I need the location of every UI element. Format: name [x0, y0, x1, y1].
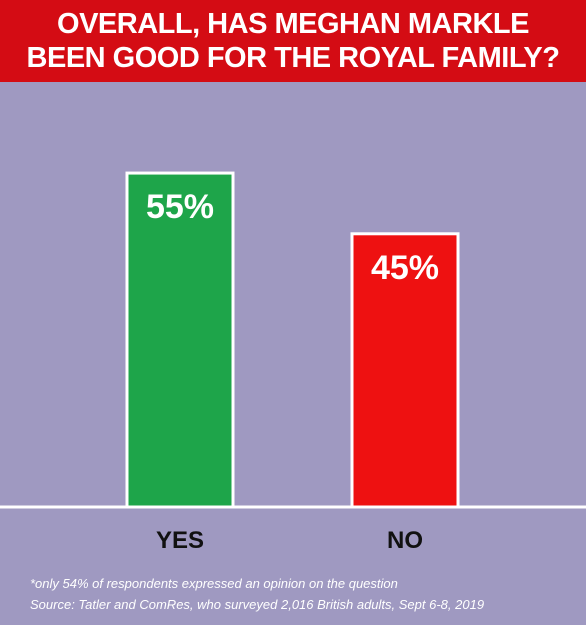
category-label-no: NO — [387, 527, 423, 554]
bar-yes — [125, 171, 235, 509]
value-label-yes: 55% — [146, 188, 214, 226]
bar-no — [350, 232, 460, 509]
chart-title-line-1: OVERALL, HAS MEGHAN MARKLE — [57, 8, 529, 40]
chart-title-line-2: BEEN GOOD FOR THE ROYAL FAMILY? — [26, 42, 560, 74]
source-note: Source: Tatler and ComRes, who surveyed … — [30, 597, 485, 612]
category-label-yes: YES — [156, 527, 204, 554]
bar-chart: 55% YES 45% NO — [0, 171, 586, 554]
value-label-no: 45% — [371, 249, 439, 287]
footnote-opinion: *only 54% of respondents expressed an op… — [30, 576, 398, 591]
chart-title-banner: OVERALL, HAS MEGHAN MARKLE BEEN GOOD FOR… — [0, 0, 586, 82]
footnotes: *only 54% of respondents expressed an op… — [30, 573, 570, 615]
